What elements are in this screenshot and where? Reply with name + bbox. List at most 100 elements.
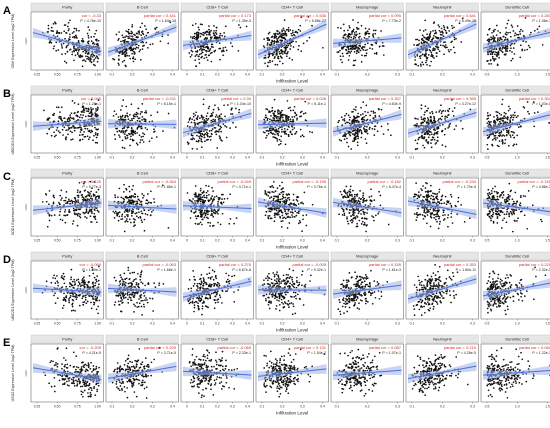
data-point — [274, 99, 276, 101]
data-point — [367, 42, 369, 44]
data-point — [506, 23, 508, 25]
data-point — [74, 102, 76, 104]
data-point — [67, 120, 69, 122]
data-point — [129, 210, 131, 212]
data-point — [197, 50, 199, 52]
data-point — [269, 111, 271, 113]
data-point — [68, 28, 70, 30]
data-point — [383, 54, 385, 56]
data-point — [266, 130, 268, 132]
data-point — [274, 208, 276, 210]
p-value-label: P = 1.64e-18 — [155, 19, 176, 23]
data-point — [114, 134, 116, 136]
data-point — [263, 45, 265, 47]
data-point — [211, 130, 213, 132]
data-point — [497, 63, 499, 65]
data-point — [267, 195, 269, 197]
data-point — [282, 215, 284, 217]
data-point — [380, 204, 382, 206]
data-point — [493, 116, 495, 118]
data-point — [432, 50, 434, 52]
data-point — [97, 133, 99, 135]
data-point — [279, 33, 281, 35]
data-point — [296, 197, 298, 199]
data-point — [435, 31, 437, 33]
y-tick-label: LIHC — [24, 37, 28, 45]
data-point — [73, 31, 75, 33]
data-point — [349, 209, 351, 211]
data-point — [88, 138, 90, 140]
data-point — [342, 119, 344, 121]
data-point — [443, 25, 445, 27]
data-point — [282, 198, 284, 200]
data-point — [423, 210, 425, 212]
data-point — [442, 144, 444, 146]
data-point — [432, 192, 434, 194]
data-point — [73, 46, 75, 48]
data-point — [288, 45, 290, 47]
data-point — [53, 114, 55, 116]
data-point — [502, 51, 504, 53]
data-point — [350, 50, 352, 52]
data-point — [160, 40, 162, 42]
data-point — [429, 134, 431, 136]
data-point — [92, 113, 94, 115]
data-point — [139, 142, 141, 144]
data-point — [198, 141, 200, 143]
data-point — [506, 131, 508, 133]
data-point — [211, 213, 213, 215]
data-point — [347, 29, 349, 31]
data-point — [433, 217, 435, 219]
data-point — [209, 225, 211, 227]
data-point — [124, 36, 126, 38]
data-point — [415, 118, 417, 120]
data-point — [140, 217, 142, 219]
x-tick-label: 0.2 — [215, 73, 220, 77]
data-point — [450, 194, 452, 196]
data-point — [378, 115, 380, 117]
data-point — [190, 217, 192, 219]
data-point — [370, 111, 372, 113]
data-point — [278, 51, 280, 53]
data-point — [356, 28, 358, 30]
data-point — [82, 60, 84, 62]
data-point — [373, 199, 375, 201]
data-point — [487, 115, 489, 117]
data-point — [53, 48, 55, 50]
data-point — [78, 196, 80, 198]
x-tick-label: 0.1 — [110, 73, 115, 77]
data-point — [187, 143, 189, 145]
data-point — [345, 49, 347, 51]
data-point — [76, 37, 78, 39]
data-point — [362, 192, 364, 194]
data-point — [226, 50, 228, 52]
x-tick-label: 0.2 — [280, 239, 285, 243]
data-point — [542, 44, 544, 46]
data-point — [283, 51, 285, 53]
data-point — [192, 135, 194, 137]
data-point — [453, 26, 455, 28]
x-tick-label: 0.1 — [335, 156, 340, 160]
data-point — [77, 213, 79, 215]
correlation-label: partial cor = 0.173 — [219, 13, 252, 18]
data-point — [498, 57, 500, 59]
data-point — [76, 30, 78, 32]
data-point — [423, 64, 425, 66]
data-point — [361, 61, 363, 63]
data-point — [347, 122, 349, 124]
data-point — [232, 122, 234, 124]
data-point — [58, 202, 60, 204]
data-point — [80, 127, 82, 129]
data-point — [354, 134, 356, 136]
data-point — [487, 148, 489, 150]
data-point — [413, 125, 415, 127]
data-point — [280, 140, 282, 142]
data-point — [348, 37, 350, 39]
data-point — [354, 198, 356, 200]
data-point — [489, 28, 491, 30]
data-point — [445, 44, 447, 46]
data-point — [204, 54, 206, 56]
data-point — [505, 27, 507, 29]
x-tick-label: 0 — [186, 239, 188, 243]
